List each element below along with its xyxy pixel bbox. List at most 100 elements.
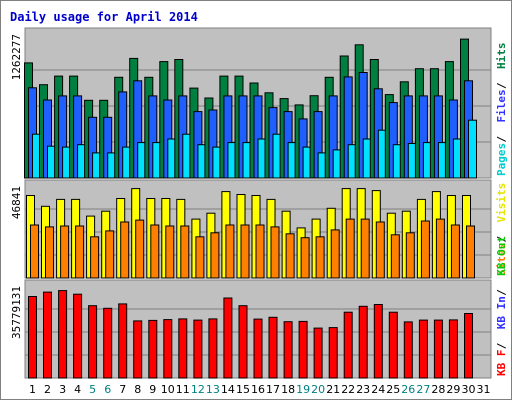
bar-kb-f	[103, 307, 113, 379]
x-tick-label: 20	[311, 383, 325, 396]
bar-kb-f	[268, 316, 278, 379]
legend-separator: /	[495, 82, 508, 89]
bar-sites	[360, 218, 370, 279]
bar-kb-f	[448, 319, 458, 379]
legend-entry: KB Out	[495, 236, 508, 276]
x-tick-label: 29	[446, 383, 460, 396]
bar-sites	[120, 221, 130, 279]
bar-kb-f	[118, 303, 128, 379]
bar-sites	[435, 218, 445, 279]
bar-kb-f	[253, 318, 263, 379]
x-tick-label: 28	[431, 383, 445, 396]
bar-sites	[315, 236, 325, 279]
bar-sites	[60, 225, 70, 279]
bar-kb-f	[133, 320, 143, 379]
x-tick-label: 27	[416, 383, 430, 396]
legend-hits: Pages / Files / Hits	[495, 43, 508, 177]
bar-sites	[210, 232, 220, 279]
x-tick-label: 6	[104, 383, 111, 396]
legend-separator: /	[495, 236, 508, 243]
legend-entry: Hits	[495, 43, 508, 70]
legend-separator: /	[495, 342, 508, 349]
bar-sites	[180, 225, 190, 279]
bar-pages	[468, 119, 477, 179]
x-tick-label: 11	[176, 383, 190, 396]
bar-sites	[285, 233, 295, 279]
bar-sites	[390, 234, 400, 279]
legend-entry: Visits	[495, 183, 508, 223]
x-tick-label: 17	[266, 383, 280, 396]
y-max-label: 46841	[10, 186, 23, 219]
legend-separator: /	[495, 289, 508, 296]
x-tick-label: 13	[206, 383, 220, 396]
chart-panels: 1262277 Pages / Files / Hits 46841 Sites / …	[10, 27, 508, 379]
bar-sites	[450, 224, 460, 279]
x-tick-label: 30	[462, 383, 476, 396]
bar-sites	[135, 219, 145, 279]
bar-kb-f	[403, 321, 413, 379]
x-tick-label: 26	[401, 383, 415, 396]
bar-kb-f	[58, 290, 68, 379]
x-tick-label: 12	[191, 383, 205, 396]
x-tick-label: 19	[296, 383, 310, 396]
bar-kb-f	[298, 320, 308, 379]
x-tick-label: 9	[149, 383, 156, 396]
x-tick-label: 5	[89, 383, 96, 396]
bar-sites	[270, 226, 280, 279]
bar-sites	[300, 237, 310, 279]
x-tick-label: 10	[161, 383, 175, 396]
bar-kb-f	[163, 319, 173, 379]
x-tick-label: 21	[326, 383, 340, 396]
x-tick-label: 24	[371, 383, 385, 396]
x-tick-label: 23	[356, 383, 370, 396]
bar-kb-f	[464, 313, 473, 379]
panel-hits: 1262277 Pages / Files / Hits	[10, 27, 508, 179]
bar-kb-f	[178, 318, 188, 379]
x-tick-label: 15	[236, 383, 250, 396]
x-tick-label: 25	[386, 383, 400, 396]
bar-kb-f	[388, 311, 398, 379]
bar-kb-f	[193, 319, 203, 379]
bar-kb-f	[343, 311, 353, 379]
bar-kb-f	[373, 304, 383, 379]
x-tick-label: 8	[134, 383, 141, 396]
legend-entry: Sites	[495, 243, 508, 276]
bar-kb-f	[28, 296, 37, 379]
panel-visits: 46841 Sites / Visits	[10, 179, 508, 279]
bar-sites	[45, 226, 54, 279]
bar-sites	[255, 224, 265, 279]
bar-kb-f	[148, 319, 158, 379]
x-tick-label: 3	[59, 383, 66, 396]
legend-entry: Pages	[495, 143, 508, 176]
bar-sites	[345, 218, 355, 279]
legend-entry: KB F	[495, 350, 508, 377]
bar-kb-f	[328, 327, 338, 379]
bar-kb-f	[313, 327, 323, 379]
bar-sites	[405, 232, 415, 279]
bar-kb-f	[223, 297, 233, 379]
x-tick-label: 2	[44, 383, 51, 396]
bar-kb-f	[43, 291, 52, 379]
bar-kb-f	[358, 305, 368, 379]
bar-kb-f	[73, 293, 83, 379]
x-tick-label: 18	[281, 383, 295, 396]
x-tick-label: 7	[119, 383, 126, 396]
x-axis: 1 2 3 4 5 6 7 8 9 10 11 12 13 14 15 16 17 18 19 20 21 22 23 24 2…	[29, 383, 491, 396]
legend-kbytes: KB F / KB In / KB Out	[495, 236, 508, 376]
bar-sites	[150, 224, 160, 279]
bar-sites	[195, 236, 205, 279]
x-tick-label: 4	[74, 383, 81, 396]
bar-sites	[240, 224, 250, 279]
bar-kb-f	[283, 321, 293, 379]
legend-entry: KB In	[495, 296, 508, 329]
y-max-label: 1262277	[10, 34, 23, 80]
bar-sites	[30, 224, 39, 279]
bar-kb-f	[238, 305, 248, 379]
bar-kb-f	[208, 318, 218, 379]
bar-sites	[330, 229, 340, 279]
legend-visits: Sites / Visits	[495, 183, 508, 276]
x-tick-label: 22	[341, 383, 355, 396]
legend-entry: Files	[495, 89, 508, 122]
